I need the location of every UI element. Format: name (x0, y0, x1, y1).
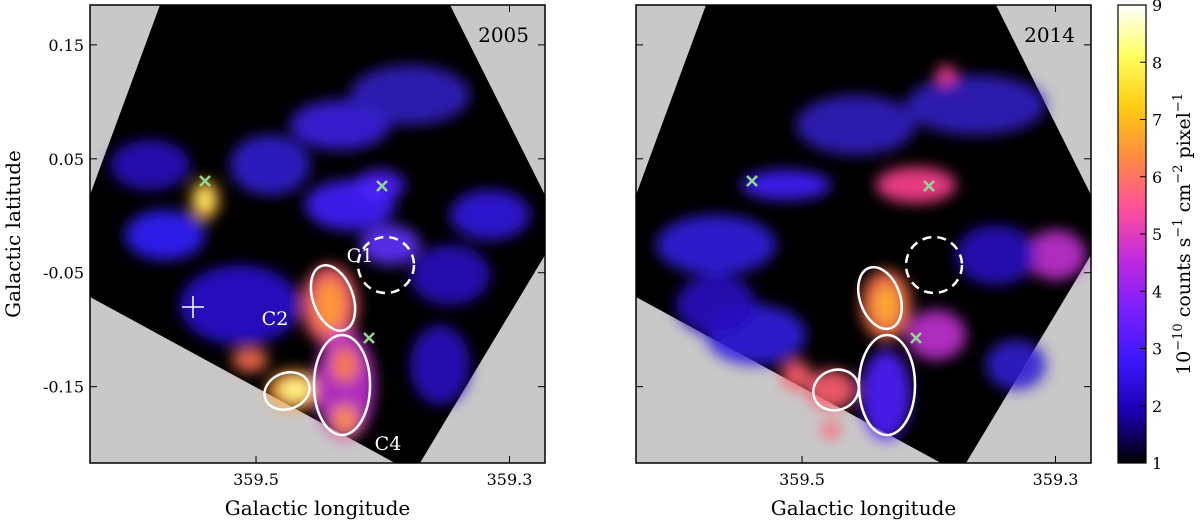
panel-title: 2014 (1024, 23, 1075, 47)
source-marker (923, 180, 935, 192)
x-tick-label: 359.3 (487, 470, 533, 489)
region-ellipse (812, 368, 860, 412)
y-tick-label: 0.05 (48, 150, 84, 169)
region-label: C1 (347, 245, 374, 267)
emission-blob (741, 170, 831, 200)
x-tick-label: 359.5 (233, 470, 279, 489)
y-tick-label: -0.05 (43, 264, 84, 283)
emission-blob (315, 330, 375, 440)
emission-blob (906, 310, 966, 360)
region-ellipse (857, 333, 917, 437)
region-ellipse (263, 371, 311, 411)
emission (110, 65, 530, 440)
region-label: C2 (262, 308, 289, 330)
region-ellipse (857, 265, 903, 331)
emission-blob (821, 422, 841, 438)
x-tick-label: 359.3 (1033, 470, 1079, 489)
source-marker (746, 175, 758, 187)
emission-blob (410, 325, 470, 405)
colorbar-tick-label: 4 (1152, 282, 1162, 301)
emission-blob (110, 140, 190, 190)
emission-blob (197, 190, 213, 210)
image-panel (90, 5, 545, 463)
colorbar-label-part: counts s (1173, 238, 1195, 324)
emission-blob (956, 225, 1036, 285)
x-tick-label: 359.5 (779, 470, 825, 489)
plot-frame (89, 4, 546, 464)
colorbar-tick-label: 8 (1152, 53, 1162, 72)
emission-blob (861, 350, 911, 440)
colorbar-tick-label: 3 (1152, 340, 1162, 359)
background-region (356, 235, 416, 295)
center-marker (182, 296, 204, 318)
emission-blob (796, 95, 916, 155)
emission-blob (316, 280, 344, 330)
emission-blob (656, 215, 776, 275)
colorbar-label-part: 10 (1173, 351, 1195, 375)
emission-blob (676, 275, 756, 335)
region-label: C4 (375, 433, 402, 455)
y-axis-label: Galactic latitude (1, 150, 25, 318)
colorbar-tick-label: 5 (1152, 225, 1162, 244)
panel-title: 2005 (478, 23, 529, 47)
emission-blob (450, 190, 530, 240)
x-axis-label: Galactic longitude (225, 496, 411, 520)
region-ellipse (312, 333, 372, 437)
background-region (904, 235, 964, 295)
source-marker (363, 332, 375, 344)
colorbar-label-exponent: −1 (1171, 93, 1186, 112)
colorbar-tick-label: 1 (1152, 454, 1162, 473)
colorbar-tick-label: 2 (1152, 397, 1162, 416)
emission-blob (331, 347, 359, 383)
emission-blob (360, 225, 420, 265)
emission-blob (279, 378, 311, 402)
colorbar-label-part: cm (1173, 184, 1195, 219)
emission-blob (876, 167, 956, 203)
source-marker (910, 332, 922, 344)
region-ellipse (309, 264, 357, 332)
emission-blob (232, 348, 268, 372)
colorbar-tick-label: 9 (1152, 0, 1162, 15)
y-tick-label: 0.15 (48, 36, 84, 55)
emission-blob (410, 245, 490, 305)
emission-blob (1026, 230, 1086, 280)
emission-blob (874, 285, 898, 325)
emission-blob (331, 404, 359, 436)
emission-blob (230, 135, 310, 195)
colorbar-label-part: pixel (1173, 112, 1195, 164)
colorbar-label: 10−10 counts s−1 cm−2 pixel−1 (1171, 93, 1195, 375)
emission (656, 65, 1086, 440)
source-marker (199, 175, 211, 187)
y-tick-label: -0.15 (43, 378, 84, 397)
plot-frame (635, 4, 1092, 464)
colorbar-tick-label: 7 (1152, 111, 1162, 130)
colorbar-tick-label: 6 (1152, 168, 1162, 187)
source-marker (376, 180, 388, 192)
image-panel (636, 5, 1091, 463)
x-axis-label: Galactic longitude (771, 496, 957, 520)
colorbar-label-exponent: −10 (1171, 323, 1186, 350)
colorbar-label-exponent: −2 (1171, 165, 1186, 184)
emission-blob (350, 65, 470, 125)
emission-blob (906, 75, 1046, 135)
emission-blob (180, 265, 300, 345)
emission-blob (781, 360, 811, 390)
emission-blob (986, 340, 1046, 390)
emission-blob (125, 210, 205, 260)
colorbar-label-exponent: −1 (1171, 218, 1186, 237)
emission-blob (936, 65, 956, 85)
